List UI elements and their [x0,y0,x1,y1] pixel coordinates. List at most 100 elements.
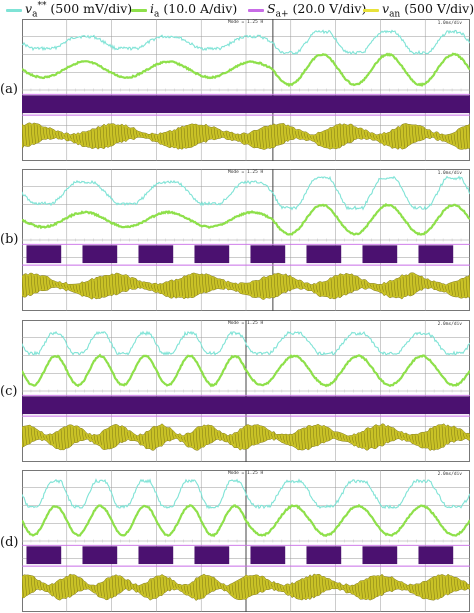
series-van-hatch [366,283,369,288]
series-van-hatch [372,426,375,448]
series-van-hatch [426,581,429,599]
series-van-hatch [408,274,411,296]
series-van-hatch [234,135,237,140]
series-van-hatch [120,426,123,442]
series-van-hatch [276,435,279,440]
timebase-readout-c: 2.0ms/div [437,322,462,327]
series-van-hatch [468,434,470,439]
series-van-hatch [252,425,255,445]
series-van-hatch [42,583,45,591]
series-van-hatch [267,127,270,147]
series-van-hatch [423,582,426,598]
series-van-hatch [153,426,156,450]
series-van-hatch [105,579,108,599]
series-van-hatch [210,577,213,591]
series-van-hatch [441,425,444,447]
series-van-hatch [168,131,171,147]
series-van-hatch [438,135,441,139]
series-van-hatch [153,578,156,598]
series-van-envelope [22,272,470,300]
series-van-hatch [24,274,27,297]
series-van-hatch [294,130,297,137]
series-van-hatch [432,133,435,137]
series-van-hatch [228,435,231,444]
series-van-hatch [414,125,417,142]
series-van-hatch [78,428,81,440]
series-van-hatch [396,279,399,297]
series-van-hatch [411,273,414,295]
series-van-hatch [369,429,372,448]
series-van-hatch [423,433,426,447]
series-van-hatch [435,282,438,289]
series-van-hatch [165,133,168,146]
series-van-hatch [204,576,207,595]
series-van-hatch [432,577,435,600]
series-van-hatch [63,427,66,449]
series-van-hatch [135,279,138,289]
series-van-hatch [456,429,459,440]
series-van-hatch [396,581,399,589]
series-van-hatch [213,277,216,290]
series-van-hatch [102,430,105,449]
scope-plot-c [22,320,470,462]
series-van-hatch [102,125,105,148]
series-van-hatch [48,434,51,444]
series-van-hatch [417,276,420,291]
series-van-hatch [243,577,246,599]
series-van-hatch [66,134,69,141]
series-van-hatch [99,435,102,446]
series-van-hatch [381,424,384,446]
series-van-hatch [159,426,162,446]
series-van-hatch [60,284,63,288]
series-van-hatch [399,582,402,589]
series-ia [22,503,470,538]
legend-item-ia: ia (10.0 A/div) [131,1,237,19]
series-van-hatch [390,428,393,440]
series-van-hatch [36,430,39,439]
series-sa-pwm-block [82,546,118,565]
series-van-hatch [273,274,276,297]
series-van-hatch [51,584,54,596]
series-van-hatch [462,127,465,148]
series-van-hatch [93,435,96,443]
series-van-hatch [249,576,252,596]
scope-plot-a [22,19,470,161]
series-van-hatch [363,581,366,598]
series-van-hatch [396,127,399,149]
series-van-hatch [225,586,228,590]
series-van-hatch [327,579,330,590]
series-sa-pwm-block [362,546,398,565]
series-van-hatch [336,125,339,148]
series-van-hatch [120,577,123,591]
series-van-hatch [234,433,237,447]
series-van-hatch [129,431,132,440]
series-sa-pwm-block [194,245,230,264]
series-van-hatch [264,278,267,297]
series-van-hatch [282,435,285,443]
series-van-hatch [336,584,339,588]
series-van-hatch [141,133,144,137]
series-van-hatch [342,435,345,441]
series-van-hatch [318,133,321,145]
series-van-hatch [177,128,180,149]
scope-plot-b [22,169,470,311]
series-van-hatch [216,279,219,288]
trigger-readout-d: Mode = 1.25 H [228,471,264,476]
series-van-hatch [468,124,470,144]
series-van-hatch [228,585,231,594]
series-van-hatch [390,577,393,591]
series-van-hatch [201,576,204,598]
series-van-envelope [22,423,470,451]
series-van-hatch [264,580,267,589]
series-van-hatch [315,135,318,143]
series-van-hatch [48,585,51,593]
legend-label-sa: Sa+ (20.0 V/div) [267,0,367,20]
series-van-hatch [450,134,453,144]
series-van-hatch [216,431,219,439]
series-van-hatch [162,283,165,295]
series-van-hatch [297,581,300,599]
series-van-hatch [444,135,447,141]
series-van-hatch [450,283,453,296]
series-van-hatch [327,428,330,441]
series-van-hatch [81,579,84,590]
